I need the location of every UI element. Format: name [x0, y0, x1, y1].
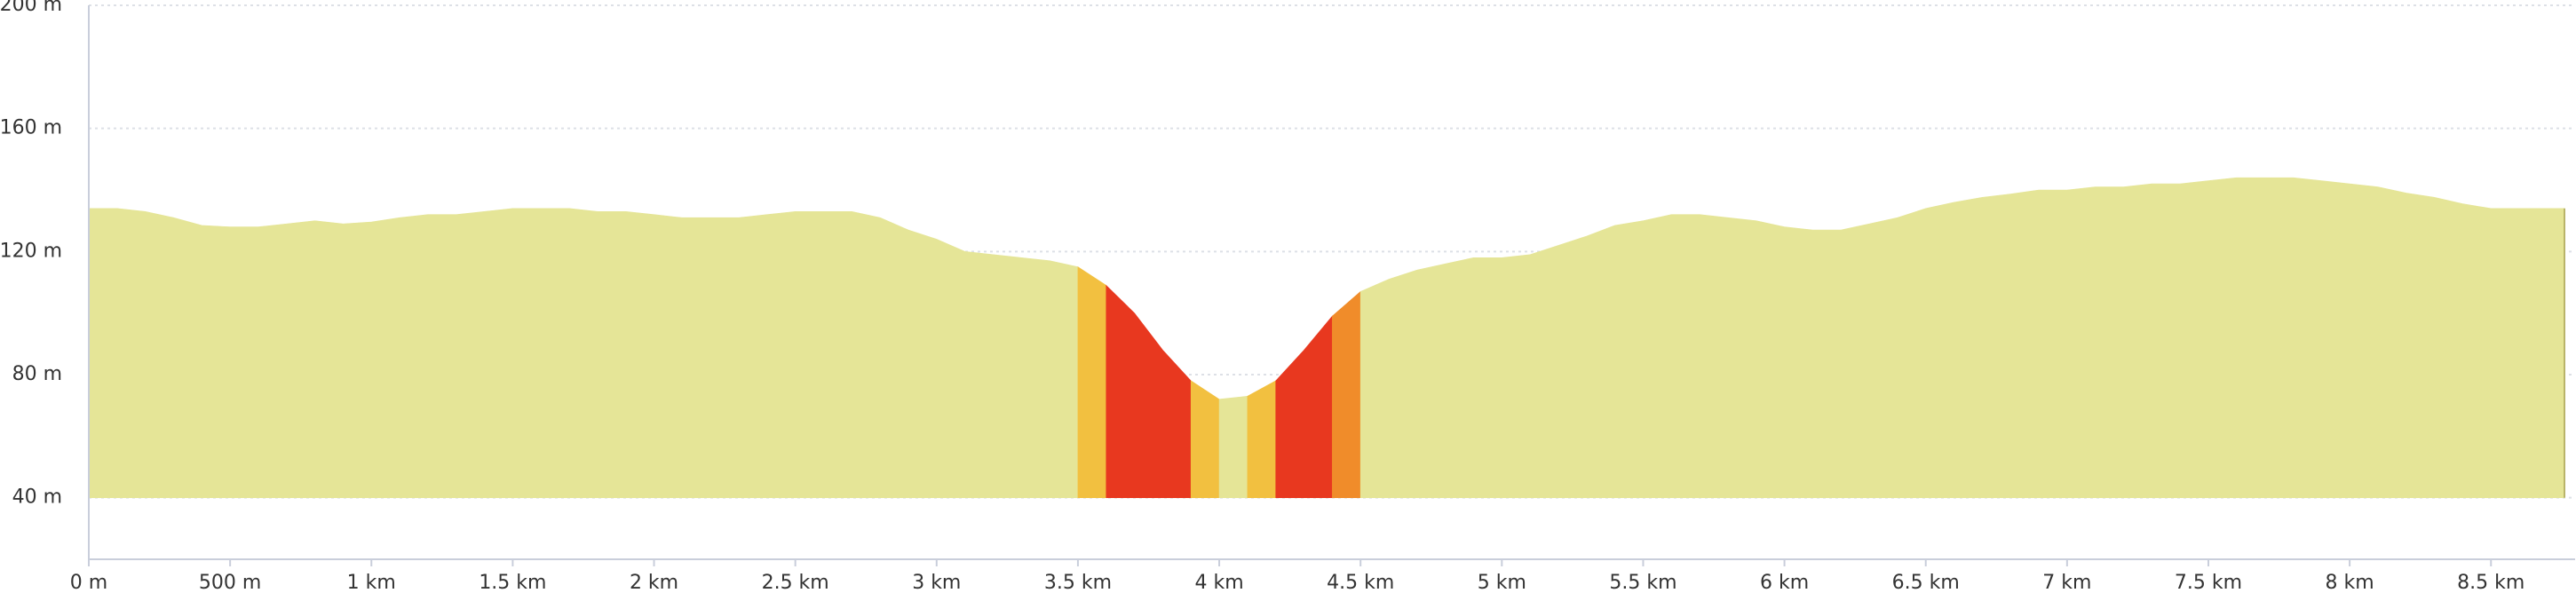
- y-tick-label: 80 m: [12, 363, 62, 385]
- x-tick-label: 3.5 km: [1044, 572, 1112, 594]
- x-tick-label: 6.5 km: [1892, 572, 1960, 594]
- elevation-area: [1077, 266, 1107, 498]
- elevation-area: [1190, 380, 1220, 498]
- x-tick-label: 4 km: [1194, 572, 1243, 594]
- elevation-area: [1275, 315, 1333, 498]
- x-tick-label: 2 km: [630, 572, 678, 594]
- x-tick-label: 8.5 km: [2457, 572, 2524, 594]
- x-tick-label: 4.5 km: [1327, 572, 1394, 594]
- x-tick-label: 7 km: [2042, 572, 2091, 594]
- x-tick-label: 1.5 km: [479, 572, 546, 594]
- y-tick-label: 120 m: [0, 240, 62, 262]
- x-tick-label: 3 km: [912, 572, 961, 594]
- y-tick-label: 160 m: [0, 117, 62, 139]
- x-tick-label: 8 km: [2326, 572, 2374, 594]
- elevation-area: [1218, 395, 1248, 498]
- elevation-area: [1247, 380, 1277, 498]
- elevation-area: [88, 208, 1079, 498]
- x-tick-label: 6 km: [1760, 572, 1809, 594]
- x-tick-label: 500 m: [199, 572, 261, 594]
- x-tick-label: 7.5 km: [2175, 572, 2242, 594]
- x-tick-label: 5.5 km: [1609, 572, 1676, 594]
- x-tick-label: 1 km: [347, 572, 396, 594]
- elevation-area: [1359, 177, 2565, 498]
- y-tick-label: 40 m: [12, 486, 62, 509]
- elevation-area: [1106, 284, 1192, 498]
- x-tick-label: 0 m: [70, 572, 107, 594]
- y-tick-label: 200 m: [0, 0, 62, 16]
- x-tick-label: 5 km: [1478, 572, 1526, 594]
- x-tick-label: 2.5 km: [762, 572, 829, 594]
- elevation-area: [1332, 290, 1361, 498]
